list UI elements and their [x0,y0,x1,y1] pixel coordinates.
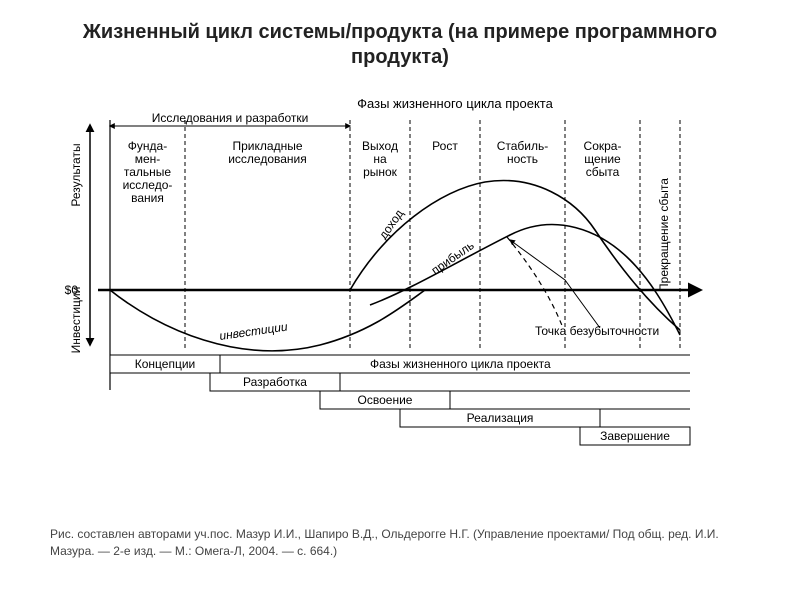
stage-box-label: Разработка [243,375,307,389]
figure-citation: Рис. составлен авторами уч.пос. Мазур И.… [50,526,750,560]
curve-invest [110,290,425,351]
curve-dashed [507,237,563,328]
phase-col-label: Прикладныеисследования [228,139,307,166]
stage-boxes-title: Фазы жизненного цикла проекта [370,357,551,371]
page-title: Жизненный цикл системы/продукта (на прим… [60,20,740,70]
research-bracket-label: Исследования и разработки [152,111,309,125]
y-axis-label-top: Результаты [69,143,83,206]
breakeven-arrow [510,240,600,328]
curve-profit [370,225,680,335]
phase-col-label: Сокра-щениесбыта [584,139,622,179]
phase-col-label: Прекращение сбыта [657,178,671,292]
phase-col-label: Выходнарынок [362,139,398,179]
phase-col-label: Стабиль-ность [497,139,549,166]
phase-col-label: Фунда-мен-тальныеисследо-вания [123,139,173,205]
stage-box-label: Концепции [135,357,195,371]
phase-col-label: Рост [432,139,458,153]
label-invest: инвестиции [218,320,288,343]
lifecycle-chart: РезультатыИнвестиции$0Фазы жизненного ци… [40,90,760,470]
stage-box-label: Освоение [358,393,413,407]
stage-box-label: Завершение [600,429,670,443]
label-profit: прибыль [429,238,477,277]
y-axis-zero: $0 [65,283,79,297]
phases-top-label: Фазы жизненного цикла проекта [357,96,553,111]
breakeven-label: Точка безубыточности [535,324,659,338]
stage-box-label: Реализация [467,411,534,425]
